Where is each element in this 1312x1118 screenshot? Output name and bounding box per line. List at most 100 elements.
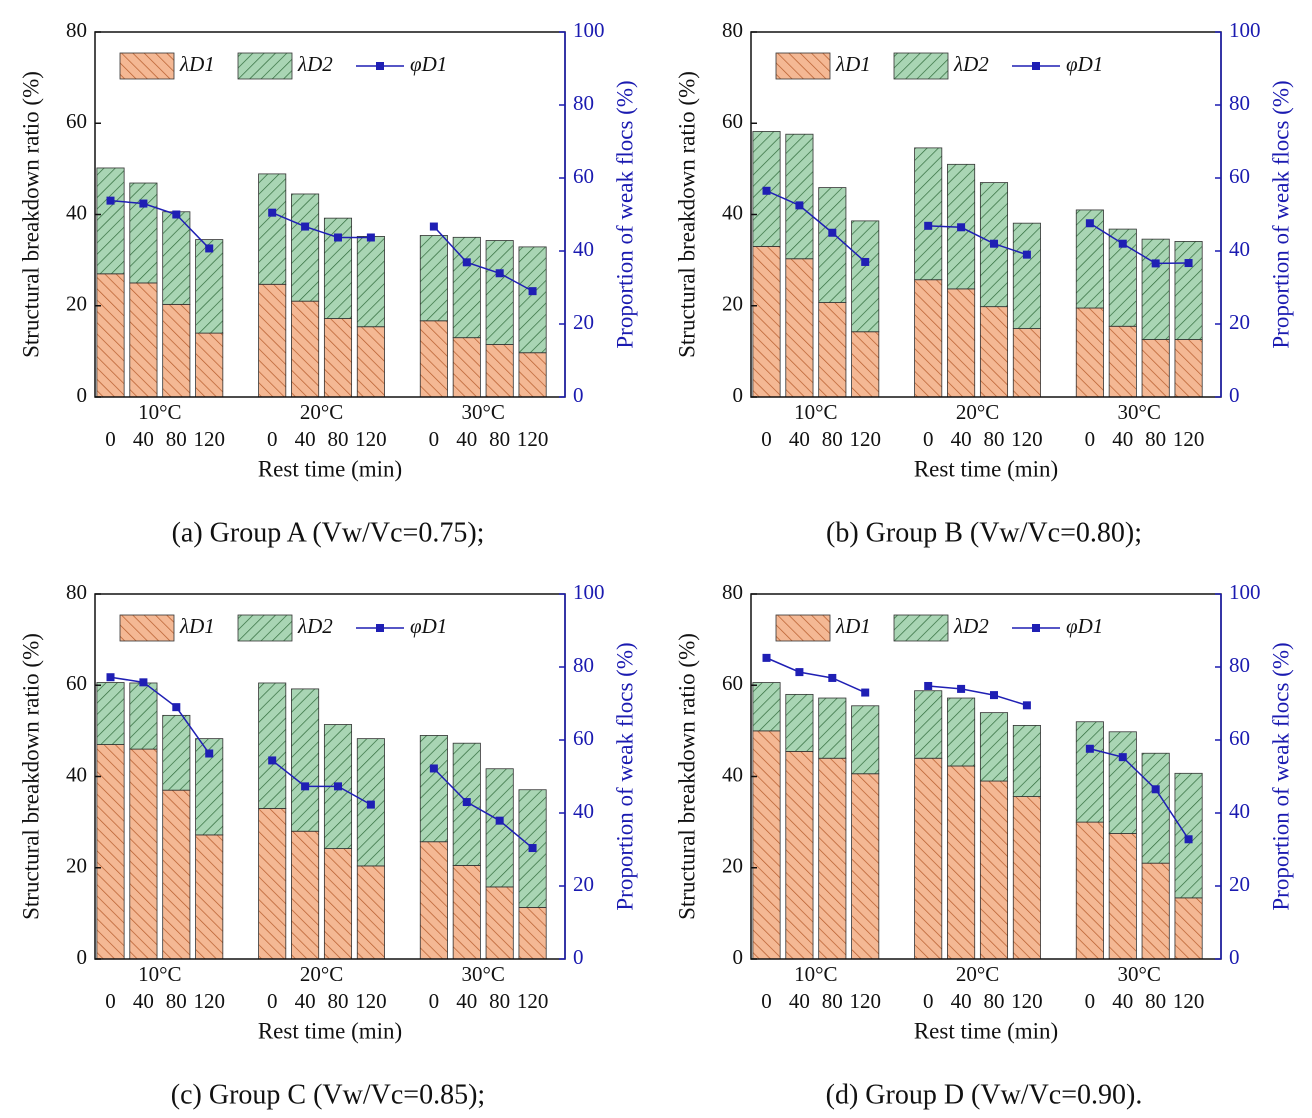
y2-tick-label: 80 xyxy=(573,91,594,115)
marker xyxy=(106,673,115,682)
y-tick-label: 40 xyxy=(722,200,743,224)
line xyxy=(433,767,534,849)
bar xyxy=(129,282,158,398)
x-tick-label: 120 xyxy=(849,989,881,1013)
y-tick-label: 0 xyxy=(733,383,744,407)
marker xyxy=(861,257,870,266)
marker xyxy=(924,681,933,690)
marker xyxy=(957,223,966,232)
x-tick-label: 120 xyxy=(193,427,225,451)
x-tick-label: 120 xyxy=(1173,989,1205,1013)
marker xyxy=(989,691,998,700)
x-tick-label: 0 xyxy=(1085,427,1096,451)
bar xyxy=(485,344,514,398)
marker xyxy=(462,798,471,807)
y2-tick-label: 60 xyxy=(1229,164,1250,188)
bar xyxy=(195,834,224,960)
y-tick-label: 40 xyxy=(722,762,743,786)
x-tick-label: 80 xyxy=(489,989,510,1013)
marker xyxy=(301,782,310,791)
y-tick-label: 60 xyxy=(722,671,743,695)
y2-tick-label: 20 xyxy=(573,310,594,334)
legend-swatch xyxy=(775,614,831,642)
bar xyxy=(818,697,847,759)
y2-tick-label: 40 xyxy=(573,799,594,823)
x-tick-label: 0 xyxy=(267,427,278,451)
legend-swatch xyxy=(775,52,831,80)
marker xyxy=(1151,259,1160,268)
group-label: 30°C xyxy=(1118,962,1161,986)
legend-swatch xyxy=(237,52,293,80)
bar xyxy=(752,682,781,732)
y-axis-title: Structural breakdown ratio (%) xyxy=(18,71,43,358)
y2-tick-label: 20 xyxy=(573,872,594,896)
x-tick-label: 0 xyxy=(923,989,934,1013)
bar xyxy=(452,865,481,960)
line xyxy=(271,759,372,806)
bar xyxy=(291,300,320,398)
x-tick-label: 80 xyxy=(327,427,348,451)
legend-marker xyxy=(376,624,384,632)
marker xyxy=(333,782,342,791)
y2-axis-title: Proportion of weak flocs (%) xyxy=(612,80,637,348)
marker xyxy=(205,244,214,253)
bar xyxy=(785,751,814,960)
marker xyxy=(1184,835,1193,844)
marker xyxy=(528,287,537,296)
x-tick-label: 0 xyxy=(429,989,440,1013)
y2-tick-label: 40 xyxy=(1229,799,1250,823)
marker xyxy=(495,269,504,278)
marker xyxy=(366,233,375,242)
bar xyxy=(1174,897,1203,960)
marker xyxy=(366,800,375,809)
x-tick-label: 80 xyxy=(983,989,1004,1013)
y-tick-label: 40 xyxy=(66,200,87,224)
marker xyxy=(268,756,277,765)
marker xyxy=(1184,259,1193,268)
x-tick-label: 120 xyxy=(1011,427,1043,451)
bar xyxy=(785,693,814,752)
bar xyxy=(129,182,158,284)
group-label: 30°C xyxy=(1118,400,1161,424)
y-axis-title: Structural breakdown ratio (%) xyxy=(674,71,699,358)
line xyxy=(433,226,533,292)
marker xyxy=(1085,744,1094,753)
y-tick-label: 60 xyxy=(66,109,87,133)
marker xyxy=(172,703,181,712)
bar xyxy=(979,306,1009,398)
bar xyxy=(195,239,224,334)
bar xyxy=(914,757,943,960)
y2-tick-label: 60 xyxy=(573,726,594,750)
legend-marker xyxy=(1032,62,1040,70)
line xyxy=(928,685,1028,707)
y-tick-label: 60 xyxy=(66,671,87,695)
x-tick-label: 120 xyxy=(193,989,225,1013)
legend-swatch xyxy=(237,614,293,642)
bar xyxy=(1075,307,1104,398)
y2-tick-label: 0 xyxy=(1229,945,1240,969)
x-tick-label: 0 xyxy=(1085,989,1096,1013)
legend-swatch xyxy=(119,614,175,642)
marker xyxy=(795,668,804,677)
legend-label: λD2 xyxy=(953,52,989,76)
legend-label: λD2 xyxy=(953,614,989,638)
bar xyxy=(356,326,385,398)
bar xyxy=(419,235,448,322)
bar xyxy=(1075,821,1104,960)
y-tick-label: 0 xyxy=(77,945,88,969)
bar xyxy=(96,682,125,745)
bar xyxy=(323,318,353,398)
y2-tick-label: 80 xyxy=(573,653,594,677)
x-tick-label: 80 xyxy=(166,989,187,1013)
x-tick-label: 40 xyxy=(133,427,154,451)
group-label: 10°C xyxy=(138,962,181,986)
bar xyxy=(162,714,191,791)
x-tick-label: 40 xyxy=(295,427,316,451)
legend-label: λD1 xyxy=(179,52,215,76)
y2-tick-label: 60 xyxy=(573,164,594,188)
bar xyxy=(195,332,224,398)
line xyxy=(110,676,210,754)
x-tick-label: 120 xyxy=(1173,427,1205,451)
